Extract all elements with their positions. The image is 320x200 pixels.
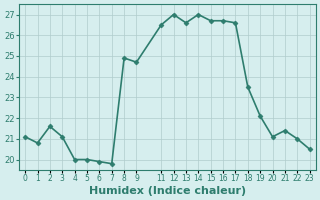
X-axis label: Humidex (Indice chaleur): Humidex (Indice chaleur) <box>89 186 246 196</box>
